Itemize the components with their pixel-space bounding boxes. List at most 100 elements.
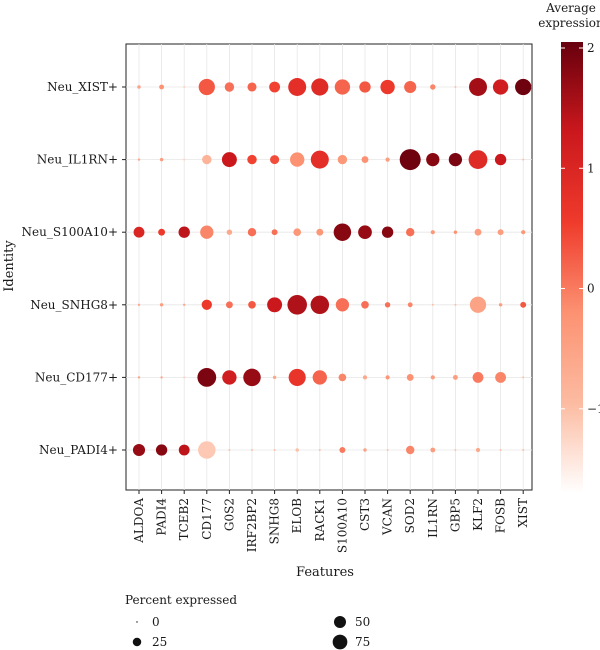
dot-Neu_XIST+-RACK1	[311, 78, 329, 96]
x-tick-label: TCEB2	[177, 498, 191, 540]
size-legend-label: 25	[152, 635, 167, 649]
x-tick-label: PADI4	[155, 498, 169, 536]
dot-Neu_CD177+-FOSB	[495, 371, 507, 383]
dot-Neu_S100A10+-FOSB	[497, 229, 504, 236]
dot-Neu_XIST+-KLF2	[469, 78, 487, 96]
dot-Neu_CD177+-GBP5	[452, 374, 458, 380]
dot-Neu_S100A10+-SOD2	[406, 228, 415, 237]
panel-border	[125, 43, 533, 491]
x-tick-label: CD177	[200, 498, 214, 540]
x-tick-label: VCAN	[381, 498, 395, 536]
x-tick-label: XIST	[516, 498, 530, 528]
dot-Neu_XIST+-VCAN	[380, 79, 395, 95]
color-bar-label: 1	[587, 161, 595, 175]
x-tick-label: SOD2	[403, 498, 417, 533]
size-legend-title: Percent expressed	[125, 593, 237, 607]
y-tick-label: Neu_SNHG8+	[30, 298, 118, 312]
y-axis-label: Identity	[2, 240, 17, 292]
dot-Neu_XIST+-ELOB	[288, 78, 307, 96]
dot-Neu_IL1RN+-SNHG8	[270, 155, 280, 165]
dot-Neu_XIST+-ALDOA	[137, 85, 141, 89]
dot-Neu_SNHG8+-SOD2	[407, 302, 413, 308]
dot-Neu_IL1RN+-TCEB2	[183, 158, 186, 161]
dot-Neu_SNHG8+-IRF2BP2	[248, 300, 256, 309]
dot-Neu_PADI4+-PADI4	[155, 444, 168, 456]
size-legend-dot	[333, 615, 347, 629]
dot-Neu_SNHG8+-CST3	[361, 300, 369, 309]
dot-Neu_IL1RN+-PADI4	[159, 157, 164, 162]
size-legend: Percent expressed 0 25 50 75	[125, 593, 370, 650]
dot-Neu_XIST+-S100A10	[334, 79, 351, 95]
dot-Neu_PADI4+-ELOB	[295, 448, 299, 452]
x-tick-label: ELOB	[290, 498, 304, 534]
dot-Neu_XIST+-IRF2BP2	[247, 82, 257, 92]
dot-Neu_XIST+-CST3	[359, 81, 371, 93]
x-tick-label: G0S2	[222, 498, 236, 531]
dot-Neu_CD177+-IRF2BP2	[243, 368, 261, 387]
dot-Neu_S100A10+-ELOB	[293, 228, 302, 237]
color-legend: Average expression 2 1 0 −1	[538, 1, 600, 493]
y-tick-label: Neu_IL1RN+	[37, 153, 118, 167]
color-bar-label: 2	[587, 41, 595, 55]
dot-Neu_SNHG8+-CD177	[201, 299, 212, 310]
dot-Neu_XIST+-FOSB	[492, 79, 509, 95]
dot-Neu_XIST+-CD177	[198, 78, 215, 96]
dot-Neu_CD177+-RACK1	[312, 370, 327, 385]
dot-Neu_S100A10+-IRF2BP2	[247, 228, 257, 237]
dot-Neu_PADI4+-IRF2BP2	[251, 449, 253, 451]
y-tick-label: Neu_XIST+	[47, 80, 118, 94]
x-tick-label: IRF2BP2	[245, 498, 259, 552]
dot-Neu_SNHG8+-TCEB2	[182, 303, 186, 307]
color-bar-label: 0	[587, 282, 595, 296]
dot-Neu_SNHG8+-XIST	[520, 301, 527, 308]
dot-Neu_XIST+-PADI4	[159, 84, 165, 90]
x-tick-label: FOSB	[494, 498, 508, 533]
y-tick-label: Neu_CD177+	[35, 370, 118, 384]
dot-Neu_CD177+-SNHG8	[272, 375, 277, 380]
x-tick-label: SNHG8	[268, 498, 282, 544]
dot-Neu_SNHG8+-GBP5	[454, 303, 457, 306]
dot-Neu_CD177+-IL1RN	[430, 375, 435, 380]
dot-Neu_S100A10+-TCEB2	[178, 226, 190, 238]
dot-Neu_IL1RN+-S100A10	[337, 154, 348, 165]
dot-Neu_CD177+-ALDOA	[137, 376, 141, 379]
x-tick-label: ALDOA	[132, 498, 146, 544]
dot-Neu_IL1RN+-XIST	[522, 158, 525, 161]
dot-Neu_CD177+-TCEB2	[183, 376, 186, 379]
color-legend-title-line1: Average	[545, 1, 596, 15]
dot-Neu_XIST+-SNHG8	[269, 81, 281, 93]
dot-Neu_SNHG8+-RACK1	[310, 295, 330, 315]
dot-Neu_CD177+-CD177	[197, 368, 217, 387]
size-legend-dot	[136, 621, 138, 623]
x-tick-label: IL1RN	[426, 498, 440, 538]
dot-Neu_S100A10+-CST3	[358, 225, 372, 240]
dot-Neu_CD177+-CST3	[362, 375, 368, 380]
plot-panel	[125, 43, 533, 491]
dot-Neu_CD177+-ELOB	[288, 368, 306, 386]
dot-Neu_PADI4+-IL1RN	[430, 447, 436, 453]
dot-Neu_SNHG8+-PADI4	[159, 303, 164, 307]
dot-Neu_PADI4+-CST3	[363, 448, 367, 452]
dot-Neu_SNHG8+-ALDOA	[137, 303, 141, 307]
dot-Neu_IL1RN+-VCAN	[385, 157, 390, 162]
dot-Neu_S100A10+-PADI4	[158, 228, 166, 236]
color-legend-title-line2: expression	[538, 16, 600, 30]
dot-Neu_PADI4+-ALDOA	[132, 443, 146, 457]
dot-Neu_CD177+-KLF2	[472, 371, 484, 383]
dot-Neu_XIST+-IL1RN	[430, 84, 436, 90]
dot-Neu_IL1RN+-GBP5	[448, 152, 463, 167]
x-axis-label: Features	[296, 565, 354, 580]
dot-Neu_S100A10+-GBP5	[453, 230, 458, 234]
dot-Neu_IL1RN+-IL1RN	[426, 152, 440, 167]
dot-Neu_SNHG8+-FOSB	[498, 303, 503, 307]
dot-Neu_IL1RN+-IRF2BP2	[247, 154, 257, 165]
dot-Neu_PADI4+-VCAN	[386, 449, 389, 451]
x-tick-label: KLF2	[471, 498, 485, 531]
dot-Neu_S100A10+-VCAN	[381, 226, 394, 238]
dot-Neu_PADI4+-GBP5	[454, 449, 457, 451]
y-tick-label: Neu_PADI4+	[39, 443, 118, 457]
dot-Neu_IL1RN+-ALDOA	[137, 158, 141, 161]
dot-Neu_XIST+-G0S2	[224, 82, 235, 92]
dot-Neu_IL1RN+-RACK1	[310, 150, 329, 169]
